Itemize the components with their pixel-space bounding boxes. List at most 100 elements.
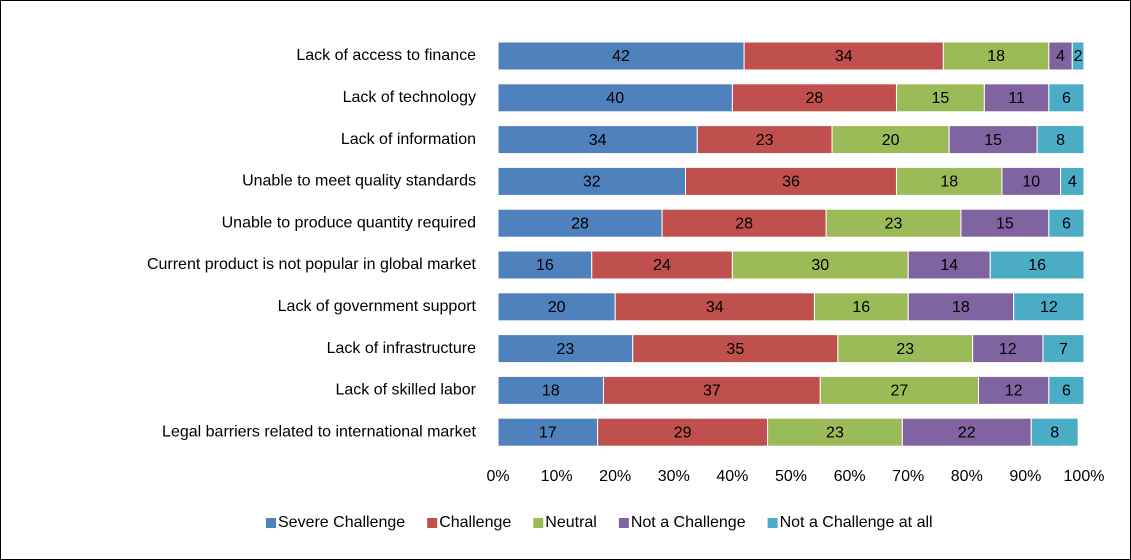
data-label: 15 <box>984 132 1002 149</box>
data-label: 7 <box>1059 341 1068 358</box>
bar-segment <box>497 375 604 405</box>
bar-segment <box>685 166 897 196</box>
x-tick-label: 50% <box>775 468 807 485</box>
data-label: 27 <box>891 383 909 400</box>
y-tick-label: Current product is not popular in global… <box>147 256 477 273</box>
x-tick-label: 20% <box>599 468 631 485</box>
bar-segment <box>901 417 1032 447</box>
data-label: 6 <box>1062 90 1071 107</box>
data-label: 10 <box>1022 174 1040 191</box>
data-label: 6 <box>1062 215 1071 232</box>
data-label: 18 <box>542 383 560 400</box>
legend-swatch <box>266 518 276 528</box>
bar-segment <box>837 334 974 364</box>
bar-segment <box>497 208 663 238</box>
data-label: 23 <box>885 215 903 232</box>
legend-swatch <box>427 518 438 528</box>
bar-segment <box>1036 125 1085 155</box>
legend-label: Not a Challenge at all <box>780 514 933 531</box>
legend-swatch <box>767 518 778 528</box>
y-tick-label: Lack of government support <box>278 298 477 315</box>
y-tick-label: Lack of skilled labor <box>335 382 476 399</box>
x-tick-label: 40% <box>716 468 748 485</box>
bar-segment <box>1048 208 1085 238</box>
data-label: 28 <box>806 90 824 107</box>
legend-label: Neutral <box>545 514 597 531</box>
bar-segment <box>1030 417 1079 447</box>
bar-segment <box>497 334 634 364</box>
data-label: 22 <box>958 424 976 441</box>
bar-segment <box>972 334 1044 364</box>
bar-segment <box>497 83 733 113</box>
bar-segment <box>813 292 909 322</box>
y-tick-label: Lack of access to finance <box>296 47 476 64</box>
data-label: 37 <box>703 383 721 400</box>
bar-segment <box>1013 292 1085 322</box>
bar-segment <box>895 166 1003 196</box>
data-label: 4 <box>1056 48 1065 65</box>
data-label: 8 <box>1056 132 1065 149</box>
data-label: 15 <box>932 90 950 107</box>
bar-segment <box>819 375 980 405</box>
data-label: 12 <box>999 341 1017 358</box>
data-label: 16 <box>852 299 870 316</box>
x-tick-label: 90% <box>1009 468 1041 485</box>
data-label: 34 <box>835 48 853 65</box>
data-label: 16 <box>1028 257 1046 274</box>
x-tick-label: 10% <box>541 468 573 485</box>
bar-segment <box>1001 166 1062 196</box>
data-label: 14 <box>940 257 958 274</box>
data-label: 23 <box>556 341 574 358</box>
data-label: 4 <box>1068 174 1077 191</box>
bar-segment <box>895 83 985 113</box>
data-label: 20 <box>548 299 566 316</box>
data-label: 24 <box>653 257 671 274</box>
bar-segment <box>743 41 944 71</box>
data-label: 12 <box>1040 299 1058 316</box>
data-label: 28 <box>571 215 589 232</box>
bar-segment <box>1042 334 1085 364</box>
data-label: 18 <box>940 174 958 191</box>
data-label: 12 <box>1005 383 1023 400</box>
data-label: 15 <box>996 215 1014 232</box>
data-label: 17 <box>539 424 557 441</box>
bar-segment <box>696 125 833 155</box>
data-label: 18 <box>952 299 970 316</box>
bar-segment <box>907 292 1015 322</box>
data-label: 23 <box>826 424 844 441</box>
data-label: 32 <box>583 174 601 191</box>
legend-swatch <box>533 518 544 528</box>
x-tick-label: 70% <box>892 468 924 485</box>
data-label: 18 <box>987 48 1005 65</box>
bar-segment <box>1060 166 1085 196</box>
bar-segment <box>614 292 815 322</box>
bar-segment <box>497 125 698 155</box>
y-tick-label: Lack of infrastructure <box>327 340 477 357</box>
x-tick-label: 0% <box>486 468 509 485</box>
bar-segment <box>1071 41 1085 71</box>
data-label: 16 <box>536 257 554 274</box>
bar-segment <box>1048 83 1085 113</box>
bar-segment <box>591 250 733 280</box>
x-tick-label: 30% <box>658 468 690 485</box>
data-label: 35 <box>726 341 744 358</box>
data-label: 34 <box>706 299 724 316</box>
data-label: 23 <box>756 132 774 149</box>
legend-label: Not a Challenge <box>631 514 746 531</box>
data-label: 20 <box>882 132 900 149</box>
data-label: 42 <box>612 48 630 65</box>
data-label: 40 <box>606 90 624 107</box>
bar-segment <box>978 375 1050 405</box>
data-label: 36 <box>782 174 800 191</box>
bar-segment <box>1048 375 1085 405</box>
x-tick-label: 100% <box>1064 468 1105 485</box>
bar-segment <box>960 208 1050 238</box>
data-label: 34 <box>589 132 607 149</box>
data-label: 28 <box>735 215 753 232</box>
bar-segment <box>907 250 991 280</box>
legend-label: Severe Challenge <box>278 514 405 531</box>
y-tick-label: Lack of information <box>341 131 476 148</box>
y-tick-label: Legal barriers related to international … <box>162 423 477 440</box>
bar-segment <box>825 208 962 238</box>
data-label: 2 <box>1074 48 1083 65</box>
